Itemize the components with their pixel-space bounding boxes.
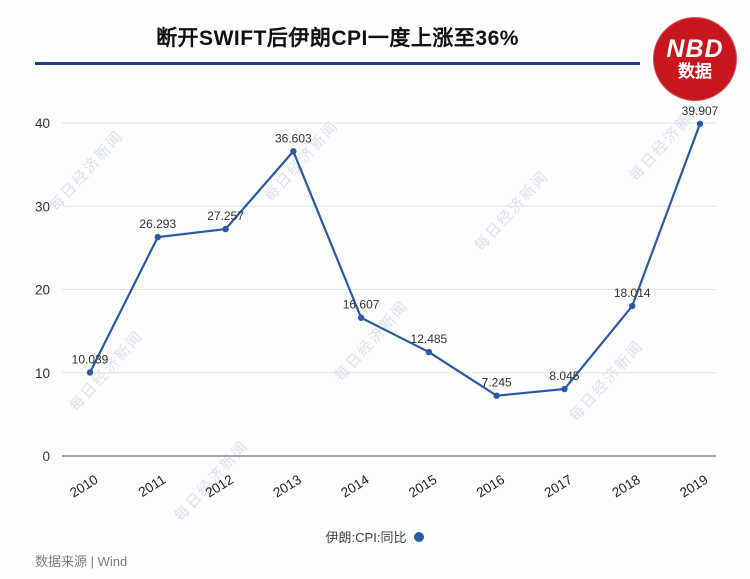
legend-dot-icon <box>414 531 425 542</box>
page-title: 断开SWIFT后伊朗CPI一度上涨至36% <box>156 27 519 50</box>
x-tick-label: 2014 <box>338 472 372 501</box>
data-point <box>696 120 704 127</box>
x-tick-label: 2013 <box>270 472 303 501</box>
data-label: 18.014 <box>614 286 651 300</box>
data-point <box>357 314 365 321</box>
x-tick-label: 2017 <box>542 472 575 501</box>
legend-label: 伊朗:CPI:同比 <box>325 530 407 545</box>
legend: 伊朗:CPI:同比 <box>0 527 750 546</box>
data-label: 26.293 <box>139 217 176 231</box>
data-label: 36.603 <box>275 131 312 145</box>
x-tick-label: 2012 <box>203 472 236 501</box>
data-point <box>86 369 94 376</box>
series-line <box>88 122 702 397</box>
x-tick-label: 2015 <box>406 472 439 501</box>
x-tick-label: 2018 <box>609 472 642 501</box>
data-label: 10.039 <box>72 352 109 366</box>
nbd-logo-subtext: 数据 <box>678 61 712 81</box>
data-point <box>425 348 433 356</box>
data-label: 8.045 <box>549 369 579 383</box>
x-tick-label: 2019 <box>677 472 710 501</box>
nbd-logo-text: NBD <box>666 34 724 63</box>
data-label: 16.607 <box>343 298 380 312</box>
x-tick-label: 2016 <box>474 472 507 501</box>
data-label: 12.485 <box>411 332 448 346</box>
data-point <box>154 233 161 241</box>
y-tick-label: 0 <box>42 449 50 464</box>
y-tick-label: 40 <box>35 116 50 131</box>
data-point <box>629 302 636 310</box>
data-point <box>561 385 568 393</box>
data-label: 39.907 <box>682 104 719 118</box>
data-source: 数据来源 | Wind <box>35 554 128 569</box>
data-point <box>290 148 297 155</box>
y-tick-label: 30 <box>35 199 50 214</box>
title-underline <box>35 62 640 65</box>
data-label: 7.245 <box>482 376 512 390</box>
y-tick-label: 20 <box>35 283 50 298</box>
nbd-logo: NBD 数据 <box>653 17 737 101</box>
x-tick-label: 2011 <box>136 472 169 500</box>
data-label: 27.257 <box>207 209 244 223</box>
y-tick-label: 10 <box>35 366 50 381</box>
x-tick-label: 2010 <box>67 472 100 501</box>
data-point <box>222 225 229 233</box>
data-point <box>493 392 500 399</box>
line-chart-svg: 0 10 20 30 40 2010 2011 2012 2013 2014 2015 2016 201… <box>35 104 719 501</box>
header: 断开SWIFT后伊朗CPI一度上涨至36% <box>35 22 640 52</box>
